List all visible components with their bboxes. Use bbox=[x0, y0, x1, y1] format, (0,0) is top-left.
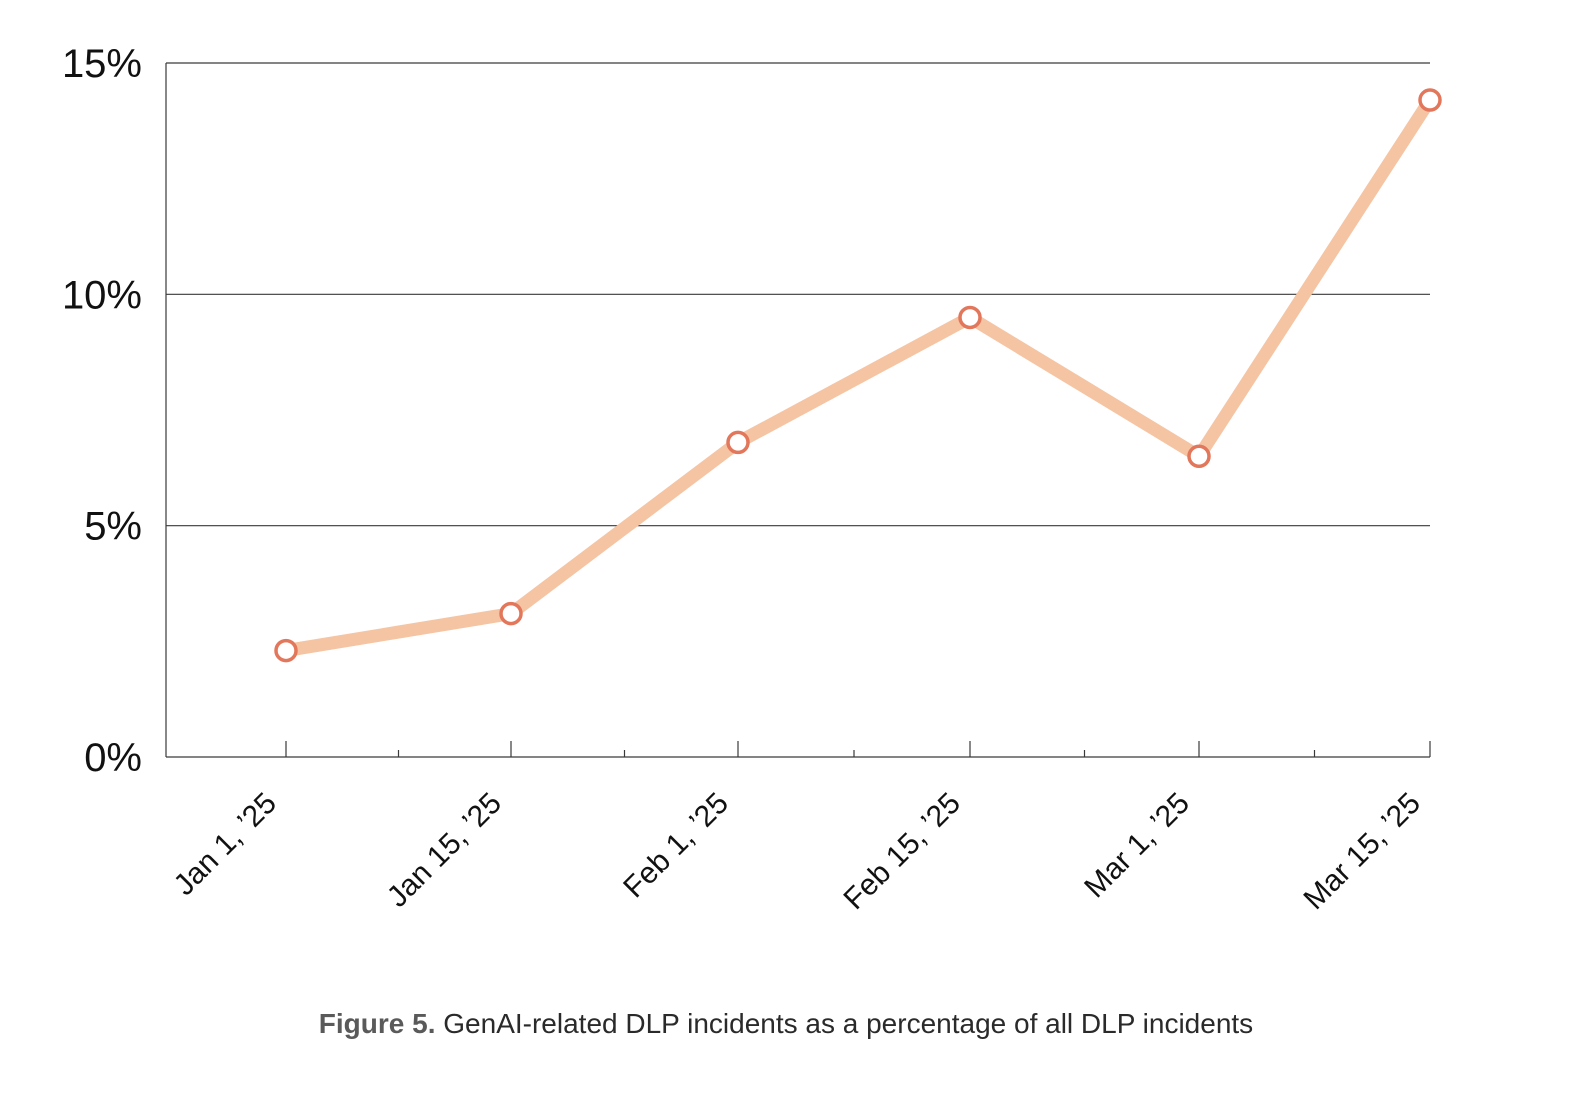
data-point bbox=[274, 638, 298, 663]
x-tick-label: Mar 1, ’25 bbox=[1078, 787, 1196, 905]
y-tick-label: 10% bbox=[62, 273, 142, 317]
figure-caption-text: GenAI-related DLP incidents as a percent… bbox=[435, 1008, 1254, 1039]
series-area bbox=[274, 88, 1442, 663]
series-line bbox=[279, 93, 1437, 658]
data-point bbox=[726, 430, 750, 455]
y-tick-label: 5% bbox=[84, 505, 142, 549]
data-point bbox=[1418, 88, 1442, 112]
data-point bbox=[1187, 444, 1211, 469]
line-chart: 0% 5% 10% 15% Jan 1, ’25 Jan 15, ’25 Feb 1, ’… bbox=[62, 42, 1442, 916]
x-tick-label: Mar 15, ’25 bbox=[1297, 787, 1426, 916]
x-tick-label: Feb 1, ’25 bbox=[617, 787, 735, 905]
x-tick-label: Jan 15, ’25 bbox=[381, 787, 508, 914]
figure-label: Figure 5. bbox=[318, 1008, 436, 1039]
figure-caption: Figure 5. GenAI-related DLP incidents as… bbox=[0, 1008, 1572, 1040]
x-tick-label: Feb 15, ’25 bbox=[837, 787, 966, 916]
y-tick-label: 0% bbox=[84, 736, 142, 780]
y-axis-ticks: 0% 5% 10% 15% bbox=[62, 42, 142, 780]
data-point bbox=[499, 601, 523, 626]
y-tick-label: 15% bbox=[62, 42, 142, 86]
x-axis-ticks: Jan 1, ’25 Jan 15, ’25 Feb 1, ’25 Feb 15, ’… bbox=[168, 787, 1427, 916]
data-point bbox=[958, 305, 982, 330]
grid-lines bbox=[166, 62, 1430, 527]
axes bbox=[165, 63, 1431, 758]
x-tick-label: Jan 1, ’25 bbox=[168, 787, 283, 902]
